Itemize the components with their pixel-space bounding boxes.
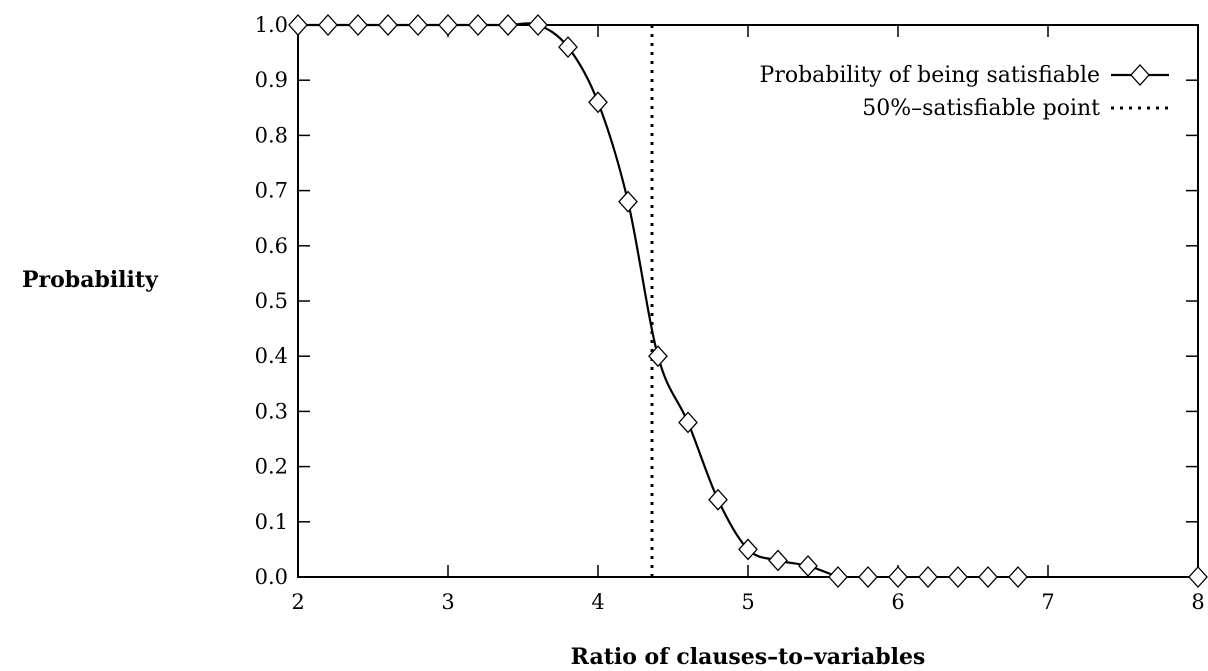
y-tick-label: 1.0 [255, 13, 288, 37]
legend-label-series: Probability of being satisfiable [760, 63, 1100, 88]
series-line [298, 22, 839, 579]
data-point-marker [798, 554, 818, 577]
legend-label-refline: 50%–satisfiable point [862, 96, 1100, 121]
data-point-marker [588, 91, 608, 114]
data-point-marker [978, 566, 998, 588]
data-point-marker [918, 566, 938, 588]
data-point-marker [648, 345, 668, 368]
x-tick-label: 5 [741, 590, 754, 614]
y-tick-label: 0.5 [255, 289, 288, 313]
y-tick-label: 0.3 [255, 399, 288, 423]
data-point-marker [438, 14, 458, 36]
data-point-marker [348, 14, 368, 36]
y-axis-title: Probability [22, 267, 159, 293]
data-point-marker [1008, 566, 1028, 588]
data-point-marker [708, 488, 728, 511]
data-point-marker [528, 14, 548, 36]
data-point-marker [888, 566, 908, 588]
data-point-marker [1188, 566, 1208, 588]
y-tick-label: 0.2 [255, 455, 288, 479]
data-point-marker [858, 566, 878, 588]
series-layer [288, 14, 1208, 588]
data-point-marker [948, 566, 968, 588]
data-point-marker [768, 549, 788, 572]
y-tick-label: 0.4 [255, 344, 288, 368]
data-point-marker [558, 36, 578, 59]
x-tick-labels: 2 3 4 5 6 7 8 [291, 590, 1204, 614]
x-tick-label: 6 [891, 590, 904, 614]
x-tick-label: 4 [591, 590, 604, 614]
data-point-marker [378, 14, 398, 36]
y-tick-label: 0.8 [255, 123, 288, 147]
y-tick-labels: 0.0 0.1 0.2 0.3 0.4 0.5 0.6 0.7 0.8 0.9 1.0 [255, 13, 288, 589]
x-tick-label: 2 [291, 590, 304, 614]
data-point-marker [468, 14, 488, 36]
y-tick-label: 0.1 [255, 510, 288, 534]
y-tick-label: 0.9 [255, 68, 288, 92]
data-point-marker [678, 411, 698, 434]
legend: Probability of being satisfiable 50%–sat… [760, 63, 1169, 121]
data-point-marker [318, 14, 338, 36]
x-tick-label: 3 [441, 590, 454, 614]
y-tick-label: 0.7 [255, 179, 288, 203]
data-point-marker [288, 14, 308, 36]
legend-marker-series [1130, 64, 1150, 86]
x-tick-label: 7 [1041, 590, 1054, 614]
data-point-marker [738, 538, 758, 561]
y-tick-label: 0.6 [255, 234, 288, 258]
y-tick-label: 0.0 [255, 565, 288, 589]
data-point-marker [408, 14, 428, 36]
x-axis-title: Ratio of clauses–to–variables [571, 644, 926, 670]
x-tick-label: 8 [1191, 590, 1204, 614]
data-point-marker [618, 190, 638, 213]
data-point-marker [828, 566, 848, 588]
data-point-marker [498, 14, 518, 36]
